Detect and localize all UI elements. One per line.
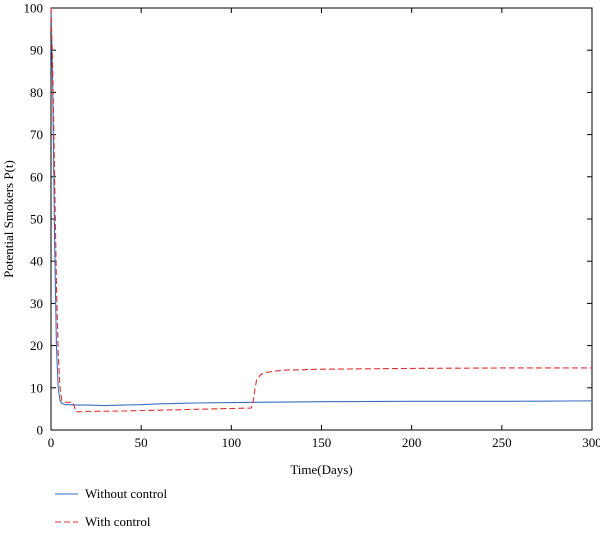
legend-label: With control bbox=[85, 514, 151, 529]
series-line-with-control bbox=[50, 7, 592, 413]
x-tick-label: 0 bbox=[48, 435, 55, 450]
y-tick-label: 20 bbox=[30, 338, 43, 353]
y-tick-label: 90 bbox=[30, 43, 43, 58]
plot-area-border bbox=[50, 7, 593, 431]
y-tick-label: 40 bbox=[30, 254, 43, 269]
plot-frame bbox=[50, 7, 593, 431]
legend: Without control With control bbox=[55, 486, 168, 529]
y-tick-label: 70 bbox=[30, 127, 43, 142]
x-tick-label: 300 bbox=[582, 435, 600, 450]
series-lines bbox=[50, 7, 593, 413]
y-tick-label: 30 bbox=[30, 296, 43, 311]
x-tick-label: 250 bbox=[492, 435, 512, 450]
y-tick-label: 100 bbox=[24, 1, 44, 16]
legend-label: Without control bbox=[85, 486, 168, 501]
series-line-without-control bbox=[50, 7, 593, 407]
x-tick-label: 150 bbox=[312, 435, 332, 450]
x-axis-label: Time(Days) bbox=[290, 462, 352, 477]
axis-ticks: 0 50 100 150 200 250 300 0 10 20 30 40 50 60 70 80 90 100 bbox=[24, 1, 600, 451]
y-tick-label: 10 bbox=[30, 380, 43, 395]
y-tick-label: 50 bbox=[30, 212, 43, 227]
x-tick-label: 100 bbox=[222, 435, 242, 450]
x-tick-label: 50 bbox=[135, 435, 148, 450]
y-tick-label: 0 bbox=[37, 423, 44, 438]
y-tick-label: 80 bbox=[30, 85, 43, 100]
y-axis-label: Potential Smokers P(t) bbox=[1, 160, 16, 278]
y-tick-label: 60 bbox=[30, 169, 43, 184]
x-tick-label: 200 bbox=[402, 435, 422, 450]
